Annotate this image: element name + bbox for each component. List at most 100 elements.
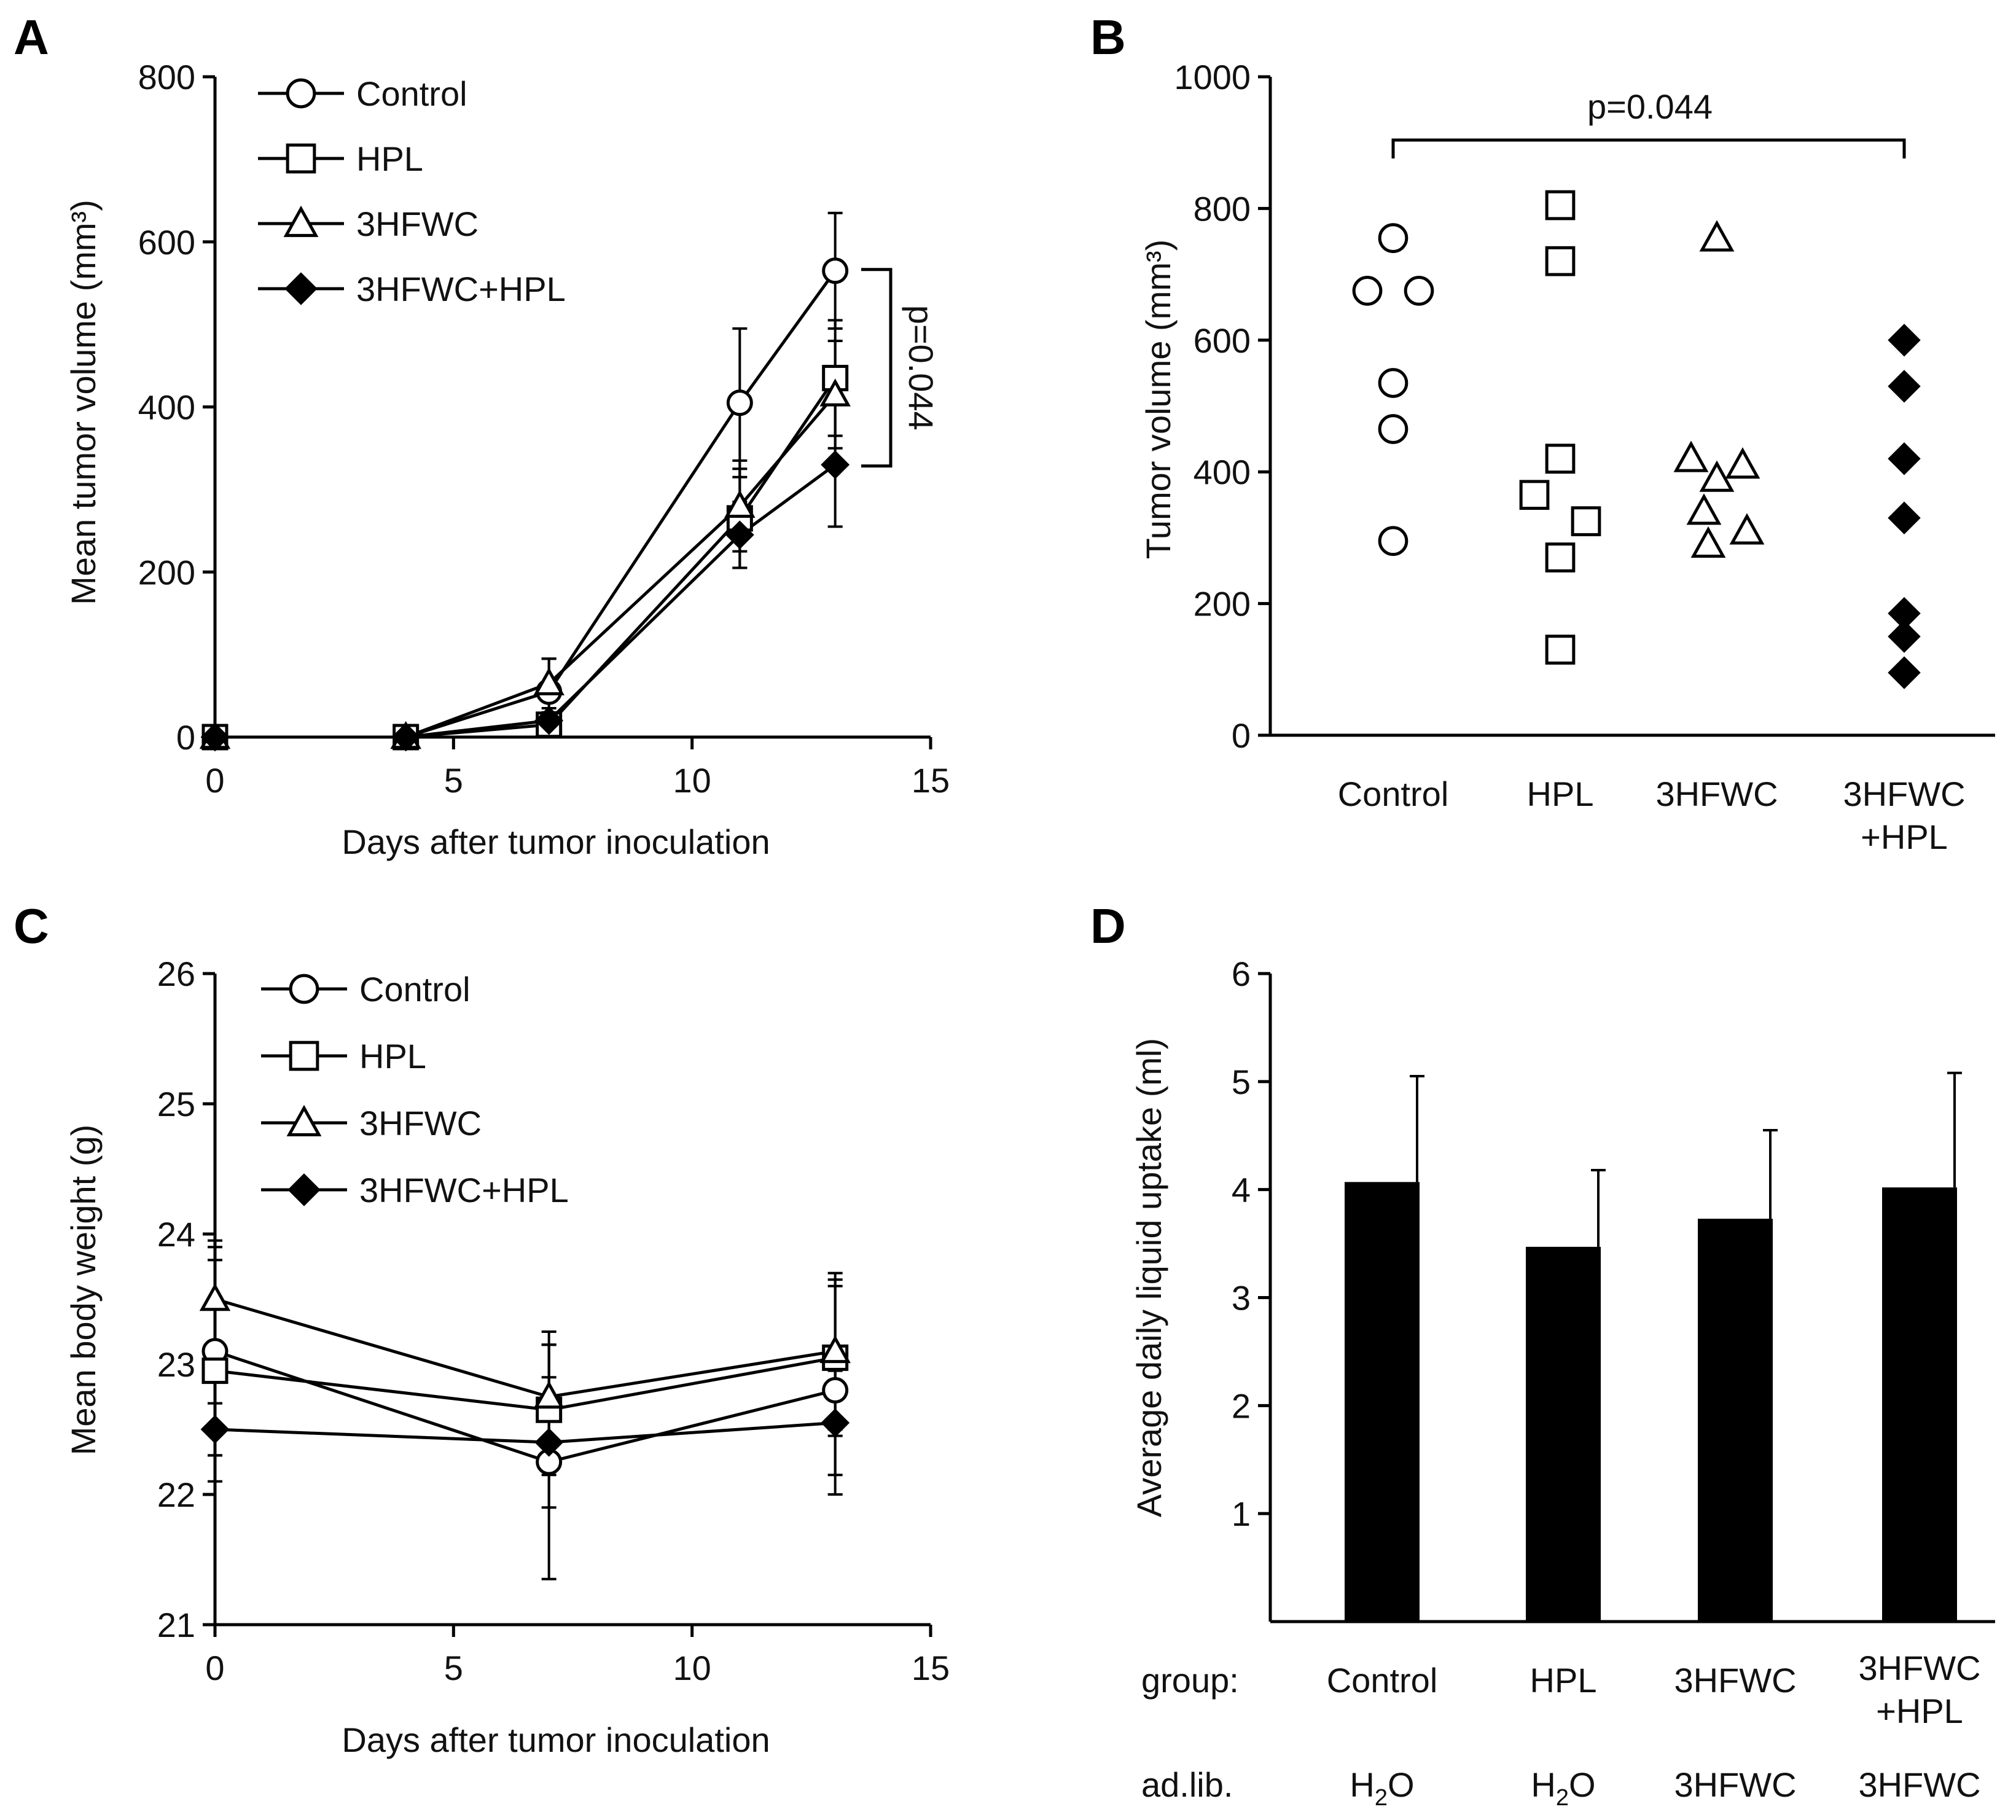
y-tick-label: 6 (1232, 955, 1251, 993)
panel-label-d: D (1090, 899, 1126, 953)
legend-label: HPL (359, 1037, 426, 1076)
y-tick-label: 24 (157, 1215, 195, 1254)
panel-a-ylabel: Mean tumor volume (mm³) (64, 200, 103, 605)
data-point-3hfwc (819, 378, 851, 407)
panel-d-liquid-uptake-bar-chart: Average daily liquid uptake (ml) group: … (1130, 955, 1995, 1811)
data-point-3hfwc (724, 490, 756, 518)
data-point-3hfwc-hpl (534, 706, 564, 735)
scatter-point-3hfwc (1699, 460, 1735, 492)
significance-bracket (861, 268, 893, 468)
data-point-control (822, 257, 849, 284)
panel-d-row-label-group: group: (1141, 1661, 1239, 1700)
group-label: Control (1327, 1661, 1438, 1700)
bar-3hfwc (1698, 1219, 1773, 1622)
adlib-label: H2O (1531, 1765, 1595, 1811)
category-label: Control (1338, 775, 1449, 813)
category-label: +HPL (1861, 818, 1948, 856)
y-tick-label: 600 (138, 223, 195, 262)
y-tick-label: 3 (1232, 1279, 1251, 1318)
legend-label: HPL (356, 139, 423, 178)
data-point-3hfwc-hpl (200, 1415, 230, 1444)
data-point-3hfwc-hpl (391, 722, 421, 752)
x-tick-label: 0 (205, 1649, 224, 1687)
category-label: 3HFWC (1655, 775, 1778, 813)
scatter-point-3hfwc-hpl (1888, 501, 1921, 534)
bar-control (1345, 1182, 1420, 1622)
scatter-point-3hfwc-hpl (1888, 442, 1921, 475)
data-point-3hfwc (819, 1335, 851, 1364)
y-tick-label: 400 (138, 388, 195, 427)
y-tick-label: 23 (157, 1345, 195, 1384)
group-label: HPL (1530, 1661, 1597, 1700)
scatter-point-hpl (1571, 506, 1601, 536)
data-point-control (822, 1377, 849, 1404)
panel-d-row-label-adlib: ad.lib. (1141, 1765, 1233, 1804)
panel-a-xlabel: Days after tumor inoculation (342, 822, 770, 861)
legend-label: Control (359, 970, 471, 1009)
y-tick-label: 200 (1194, 585, 1251, 623)
legend-marker-hpl (286, 143, 316, 174)
legend-label: 3HFWC (359, 1104, 482, 1142)
y-tick-label: 0 (1232, 716, 1251, 755)
panel-d-ylabel: Average daily liquid uptake (ml) (1130, 1038, 1168, 1517)
significance-bracket (1391, 138, 1906, 158)
legend-label: Control (356, 74, 467, 113)
y-tick-label: 1 (1232, 1494, 1251, 1533)
x-tick-label: 15 (912, 1649, 950, 1687)
scatter-point-3hfwc (1673, 440, 1709, 472)
legend-label: 3HFWC+HPL (356, 270, 566, 308)
panel-c-body-weight-chart: Mean body weight (g) Days after tumor in… (64, 955, 950, 1759)
panel-label-a: A (14, 10, 49, 64)
category-label: 3HFWC (1843, 775, 1965, 813)
group-label: 3HFWC (1858, 1649, 1980, 1687)
series-line-hpl (215, 377, 837, 739)
y-tick-label: 1000 (1174, 58, 1251, 96)
panel-label-b: B (1090, 10, 1126, 64)
y-tick-label: 21 (157, 1606, 195, 1644)
legend-marker-hpl (289, 1041, 319, 1071)
y-tick-label: 200 (138, 553, 195, 592)
legend-marker-3hfwc (283, 205, 319, 237)
data-point-3hfwc (533, 1380, 565, 1409)
y-tick-label: 800 (138, 58, 195, 96)
adlib-label: 3HFWC (1674, 1765, 1796, 1804)
legend-marker-control (289, 974, 319, 1004)
scatter-point-control (1352, 276, 1383, 306)
group-label: 3HFWC (1674, 1661, 1796, 1700)
data-point-3hfwc-hpl (821, 1408, 850, 1437)
panel-a-tumor-volume-chart: Mean tumor volume (mm³) Days after tumor… (64, 58, 950, 861)
scatter-point-hpl (1545, 246, 1576, 276)
y-tick-label: 25 (157, 1085, 195, 1123)
legend-label: 3HFWC+HPL (359, 1171, 569, 1209)
adlib-label: 3HFWC (1858, 1765, 1980, 1804)
x-tick-label: 5 (444, 1649, 463, 1687)
panel-b-tumor-volume-scatter: Tumor volume (mm³) 0 200 400 600 800 1000 Cont… (1139, 58, 1995, 856)
y-tick-label: 4 (1232, 1171, 1251, 1209)
panel-c-ylabel: Mean body weight (g) (64, 1125, 103, 1456)
scatter-point-3hfwc-hpl (1888, 656, 1921, 689)
significance-label: p=0.044 (1587, 87, 1713, 126)
group-label: +HPL (1876, 1692, 1963, 1730)
scatter-point-control (1404, 276, 1434, 306)
scatter-point-hpl (1519, 480, 1550, 510)
scatter-point-hpl (1545, 190, 1576, 221)
data-point-3hfwc (533, 667, 565, 695)
legend-marker-3hfwc-hpl (284, 272, 318, 305)
scatter-point-3hfwc-hpl (1888, 620, 1921, 653)
y-tick-label: 22 (157, 1475, 195, 1514)
series-line-3hfwc-hpl (214, 1421, 835, 1444)
scatter-point-control (1378, 526, 1408, 557)
legend-marker-3hfwc-hpl (287, 1173, 321, 1206)
scatter-point-3hfwc (1729, 513, 1765, 545)
adlib-label: H2O (1350, 1765, 1414, 1811)
data-point-3hfwc-hpl (200, 722, 230, 752)
scatter-point-hpl (1545, 635, 1576, 665)
data-point-control (726, 389, 753, 416)
significance-label: p=0.044 (902, 305, 940, 431)
data-point-3hfwc (199, 1283, 231, 1311)
scatter-point-hpl (1545, 443, 1576, 474)
scatter-point-3hfwc (1686, 493, 1722, 525)
y-tick-label: 5 (1232, 1063, 1251, 1101)
y-tick-label: 400 (1194, 453, 1251, 491)
